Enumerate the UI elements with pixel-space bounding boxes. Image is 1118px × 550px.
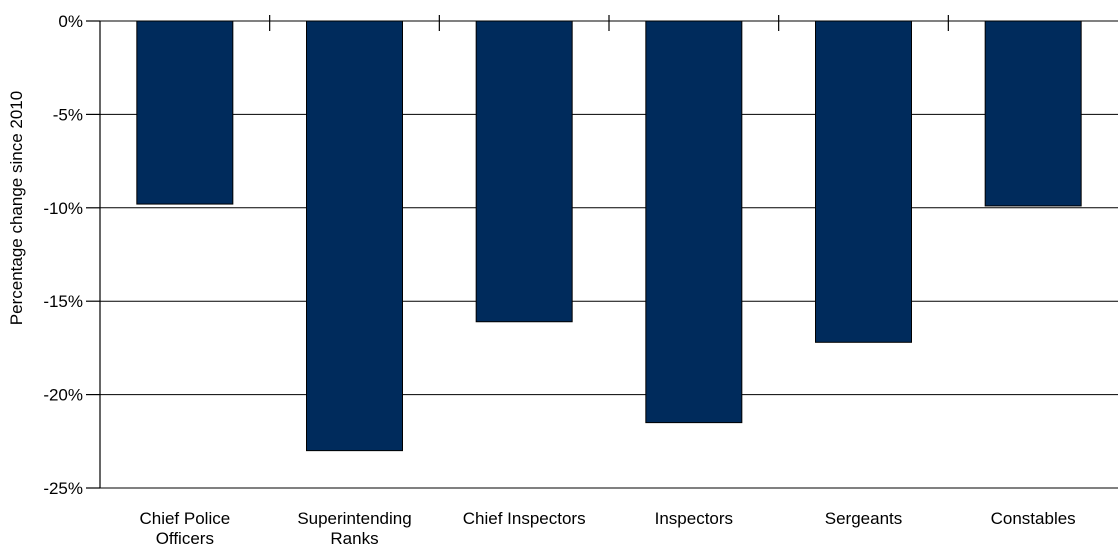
bar xyxy=(306,20,403,452)
bars xyxy=(136,20,1082,452)
x-category-label-line: Sergeants xyxy=(825,509,903,528)
bar xyxy=(815,20,912,343)
y-tick-label: -15% xyxy=(43,292,83,311)
x-category-label-line: Officers xyxy=(156,529,214,548)
x-category-label: Constables xyxy=(991,509,1076,528)
x-category-label-line: Chief Inspectors xyxy=(463,509,586,528)
y-tick-label: 0% xyxy=(58,12,83,31)
y-tick-label: -5% xyxy=(53,105,83,124)
x-category-label: Inspectors xyxy=(655,509,733,528)
bar xyxy=(645,20,743,424)
x-category-label: Superintending Ranks xyxy=(297,509,411,548)
x-category-label-line: Ranks xyxy=(330,529,378,548)
x-category-label-line: Superintending xyxy=(297,509,411,528)
x-category-label-line: Chief Police xyxy=(139,509,230,528)
y-tick-label: -20% xyxy=(43,386,83,405)
bar xyxy=(984,20,1082,207)
bar xyxy=(475,20,573,323)
bar xyxy=(136,20,234,205)
axes xyxy=(86,15,949,489)
x-category-labels: Chief Police Officers Superintending Ranks C… xyxy=(139,509,1075,548)
x-category-label-line: Inspectors xyxy=(655,509,733,528)
y-tick-label: -10% xyxy=(43,199,83,218)
gridlines xyxy=(100,20,1118,489)
x-category-label: Chief Inspectors xyxy=(463,509,586,528)
y-tick-labels: 0% -5% -10% -15% -20% -25% xyxy=(43,12,83,498)
x-category-label: Sergeants xyxy=(825,509,903,528)
y-tick-label: -25% xyxy=(43,479,83,498)
x-category-label: Chief Police Officers xyxy=(139,509,230,548)
x-category-label-line: Constables xyxy=(991,509,1076,528)
y-axis-title: Percentage change since 2010 xyxy=(7,91,26,325)
